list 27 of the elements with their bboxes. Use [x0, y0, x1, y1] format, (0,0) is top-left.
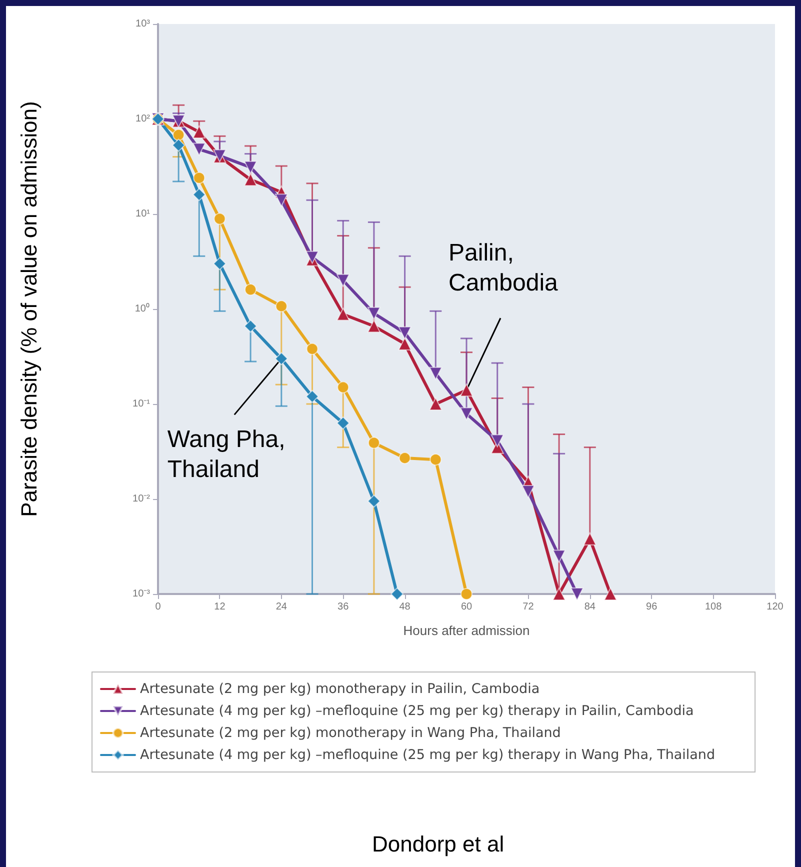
- y-axis-title: Parasite density (% of value on admission): [16, 101, 42, 517]
- x-tick-label: 48: [399, 602, 411, 612]
- x-axis-title: Hours after admission: [403, 623, 530, 638]
- x-tick-label: 108: [704, 602, 722, 612]
- x-tick-label: 60: [460, 602, 472, 612]
- legend-label: Artesunate (4 mg per kg) –mefloquine (25 mg per kg) therapy in Wang Pha, Thailand: [140, 747, 716, 763]
- x-tick-label: 12: [214, 602, 226, 612]
- x-tick-label: 0: [155, 602, 162, 612]
- x-tick-label: 24: [276, 602, 288, 612]
- y-tick-label: 10⁻²: [132, 494, 151, 504]
- y-tick-label: 10⁻¹: [132, 398, 151, 410]
- y-tick-label: 10¹: [136, 208, 151, 220]
- y-tick-label: 10⁰: [134, 302, 150, 314]
- x-tick-label: 72: [522, 602, 534, 612]
- annotation: Pailin, Cambodia: [448, 240, 559, 297]
- annotation: Wang Pha, Thailand: [167, 426, 286, 484]
- text: Dondorp et al: [372, 832, 504, 856]
- y-tick-label: 10²: [136, 114, 151, 124]
- x-tick-label: 84: [584, 602, 596, 612]
- x-tick-label: 96: [646, 602, 658, 612]
- x-tick-label: 36: [338, 602, 350, 612]
- legend-label: Artesunate (4 mg per kg) –mefloquine (25 mg per kg) therapy in Pailin, Cambodia: [140, 703, 694, 719]
- y-tick-label: 10³: [136, 18, 151, 30]
- y-tick-label: 10⁻³: [132, 588, 151, 600]
- legend-label: Artesunate (2 mg per kg) monotherapy in Wang Pha, Thailand: [140, 725, 561, 741]
- legend-label: Artesunate (2 mg per kg) monotherapy in Pailin, Cambodia: [140, 681, 540, 697]
- x-tick-label: 120: [766, 602, 784, 612]
